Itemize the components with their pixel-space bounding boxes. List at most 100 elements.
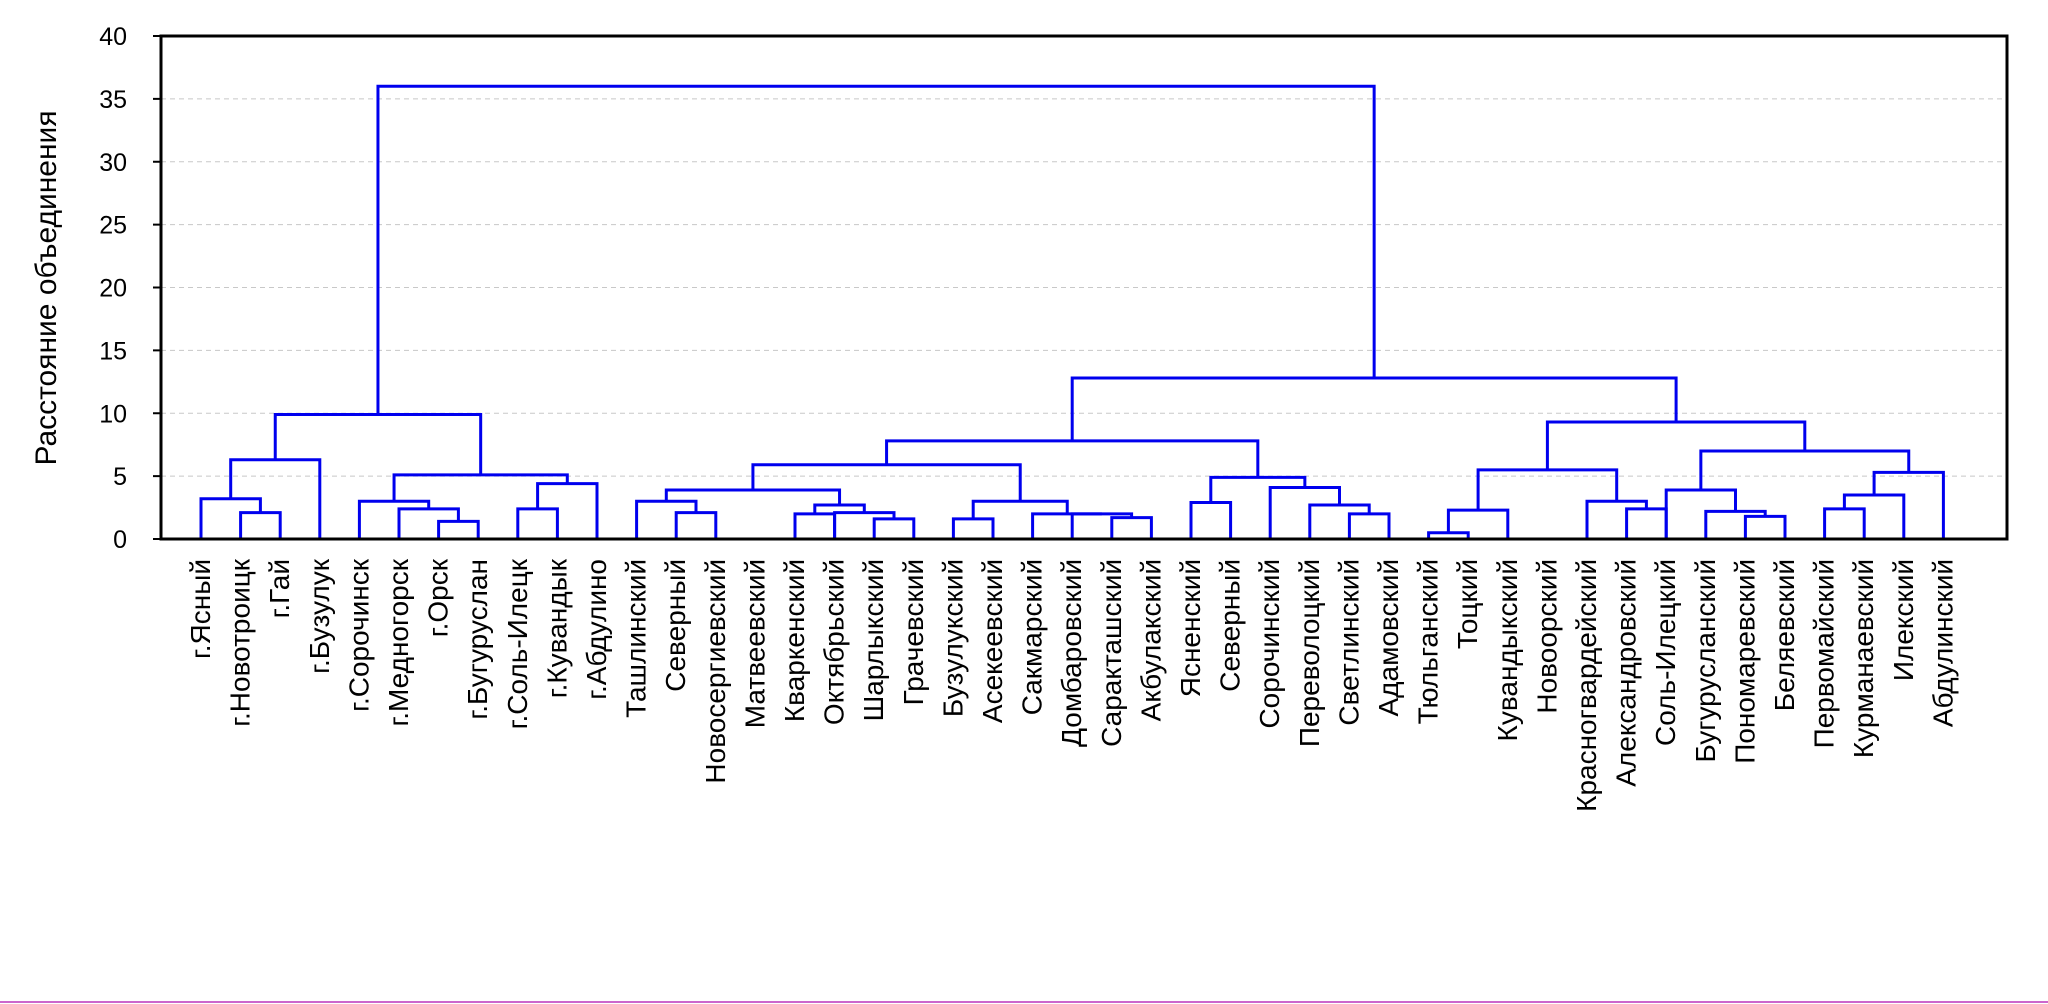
dendrogram-link	[1189, 501, 1233, 539]
dendrogram-link	[1545, 420, 1807, 470]
leaf-label: Светлинский	[1333, 559, 1364, 726]
y-tick-label: 40	[99, 23, 127, 51]
leaf-label: г.Бугуруслан	[462, 559, 493, 720]
dendrogram-link	[1031, 512, 1102, 539]
dendrogram-link	[1585, 499, 1648, 539]
leaf-label: г.Медногорск	[383, 558, 414, 726]
leaf-label: Сорочинский	[1254, 559, 1285, 729]
leaf-label: Шарлыкский	[858, 559, 889, 721]
leaf-label: Красногвардейский	[1571, 559, 1602, 812]
dendrogram-link	[397, 507, 460, 539]
dendrogram-link	[1308, 503, 1371, 539]
dendrogram-link	[1664, 488, 1737, 539]
y-tick-label: 15	[99, 337, 127, 365]
dendrogram-link	[199, 497, 262, 539]
leaf-label: г.Орск	[423, 558, 454, 637]
leaf-label: Беляевский	[1769, 559, 1800, 711]
leaf-label: Тоцкий	[1452, 559, 1483, 649]
leaf-label: г.Бузулук	[304, 558, 335, 674]
dendrogram-link	[1872, 470, 1945, 539]
y-tick-label: 0	[113, 526, 127, 554]
leaf-label: Акбулакский	[1135, 559, 1166, 721]
leaf-label: Новоорский	[1531, 559, 1562, 714]
dendrogram-link	[971, 499, 1069, 519]
dendrogram-link	[392, 473, 569, 502]
leaf-label: г.Кувандык	[541, 558, 572, 698]
dendrogram-link	[437, 519, 480, 539]
y-axis-ticks: 0 5 10 15 20 25 30 35 40	[99, 23, 161, 554]
plot-frame	[159, 34, 2009, 541]
y-tick-label: 10	[99, 400, 127, 428]
leaf-label: г.Соль-Илецк	[502, 558, 533, 729]
dendrogram-link	[357, 499, 431, 539]
leaf-label: Матвеевский	[739, 559, 770, 728]
dendrogram-link	[1268, 485, 1341, 539]
dendrogram-link	[1446, 508, 1510, 539]
dendrogram-link	[1427, 531, 1470, 539]
dendrogram-link	[751, 463, 1022, 502]
leaf-label: Тюльганский	[1413, 559, 1444, 724]
leaf-label: Кувандыкский	[1492, 559, 1523, 741]
leaf-label: Кваркенский	[779, 559, 810, 722]
y-tick-label: 30	[99, 149, 127, 177]
dendrogram-link	[1625, 507, 1668, 539]
leaf-label: Первомайский	[1809, 559, 1840, 748]
dendrogram-link	[1110, 516, 1153, 539]
leaf-label: Александровский	[1611, 559, 1642, 787]
dendrogram-link	[1699, 449, 1911, 490]
dendrogram-link	[376, 84, 1376, 415]
leaf-labels: г.Ясный г.Новотроицк г.Гай г.Бузулук г.Сороч…	[185, 558, 1958, 812]
leaf-label: Илекский	[1888, 559, 1919, 681]
leaf-label: Асекеевский	[977, 559, 1008, 723]
dendrogram-link	[273, 413, 483, 475]
y-axis-label: Расстояние объединения	[30, 110, 63, 465]
dendrogram-link	[1823, 507, 1866, 539]
leaf-label: Северный	[660, 559, 691, 692]
leaf-label: г.Ясный	[185, 559, 216, 659]
leaf-label: Сакмарский	[1017, 559, 1048, 715]
dendrogram-link	[872, 517, 916, 539]
dendrogram-link	[516, 507, 559, 539]
dendrogram-link	[885, 439, 1260, 478]
leaf-label: Адамовский	[1373, 559, 1404, 717]
y-tick-label: 25	[99, 212, 127, 240]
dendrogram-link	[1842, 493, 1906, 539]
dendrogram-link	[833, 511, 896, 539]
leaf-label: Переволоцкий	[1294, 559, 1325, 747]
y-tick-label: 35	[99, 86, 127, 114]
leaf-label: Абдулинский	[1927, 559, 1958, 727]
dendrogram-link	[674, 511, 718, 539]
dendrogram-link	[1209, 475, 1307, 503]
leaf-label: Бугурусланский	[1690, 559, 1721, 763]
leaf-label: г.Гай	[264, 559, 295, 618]
leaf-label: Ташлинский	[621, 559, 652, 718]
dendrogram-link	[239, 511, 282, 539]
leaf-label: Грачевский	[898, 559, 929, 705]
leaf-label: Ясненский	[1175, 559, 1206, 697]
dendrogram-link	[951, 517, 995, 539]
leaf-label: Новосергиевский	[700, 559, 731, 784]
leaf-label: г.Сорочинск	[343, 558, 374, 712]
bottom-divider	[0, 1001, 2048, 1003]
leaf-label: Курманаевский	[1848, 559, 1879, 758]
leaf-label: г.Новотроицк	[225, 558, 256, 727]
dendrogram-link	[536, 482, 599, 539]
leaf-label: г.Абдулино	[581, 559, 612, 700]
leaf-label: Пономаревский	[1729, 559, 1760, 764]
dendrogram-link	[635, 499, 698, 539]
dendrogram-link	[664, 488, 842, 506]
leaf-label: Саракташский	[1096, 559, 1127, 747]
y-tick-label: 20	[99, 275, 127, 303]
leaf-label: Северный	[1215, 559, 1246, 692]
grid-lines	[161, 98, 2007, 477]
dendrogram-link	[1743, 514, 1787, 539]
leaf-label: Соль-Илецкий	[1650, 559, 1681, 746]
dendrogram-links	[199, 84, 1945, 539]
dendrogram-link	[1347, 512, 1391, 539]
leaf-label: Бузулукский	[937, 559, 968, 717]
leaf-label: Октябрьский	[819, 559, 850, 725]
leaf-label: Домбаровский	[1056, 559, 1087, 747]
dendrogram-link	[793, 512, 837, 539]
y-tick-label: 5	[113, 463, 127, 491]
